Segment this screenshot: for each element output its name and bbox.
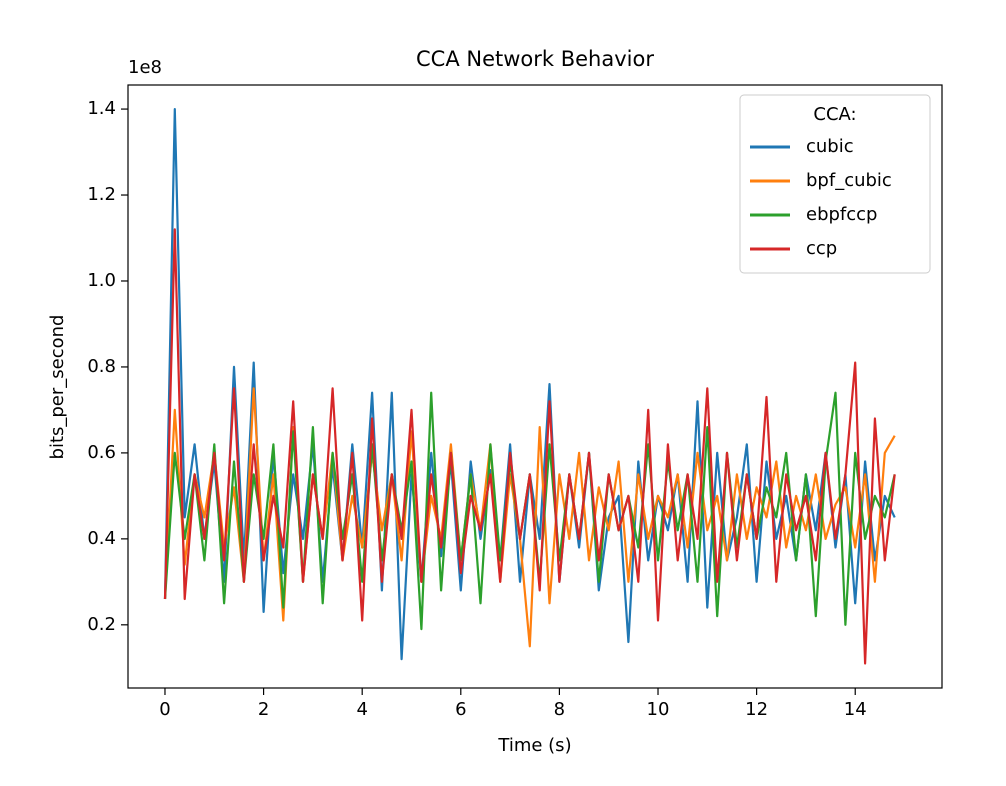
- x-tick-label: 14: [844, 699, 867, 720]
- x-tick-label: 10: [647, 699, 670, 720]
- x-axis-label: Time (s): [497, 735, 571, 756]
- legend-label: ccp: [806, 238, 837, 259]
- x-tick-label: 6: [455, 699, 466, 720]
- x-tick-label: 12: [745, 699, 768, 720]
- x-tick-label: 4: [356, 699, 367, 720]
- y-tick-label: 0.6: [87, 442, 116, 463]
- y-axis-label: bits_per_second: [47, 315, 68, 460]
- x-tick-label: 0: [159, 699, 170, 720]
- chart-title: CCA Network Behavior: [416, 47, 654, 71]
- legend-title: CCA:: [813, 104, 856, 125]
- legend-label: bpf_cubic: [806, 170, 892, 191]
- legend-box: [739, 94, 931, 274]
- plot-frame: [127, 84, 943, 689]
- x-tick-label: 8: [554, 699, 565, 720]
- y-tick-label: 0.2: [87, 614, 116, 635]
- y-tick-label: 0.8: [87, 356, 116, 377]
- x-tick-label: 2: [258, 699, 269, 720]
- legend-label: ebpfccp: [806, 204, 877, 225]
- y-tick-label: 1.2: [87, 184, 116, 205]
- y-offset-label: 1e8: [128, 57, 162, 78]
- y-tick-label: 1.0: [87, 270, 116, 291]
- data-line: [163, 391, 896, 631]
- data-line: [163, 387, 896, 648]
- y-tick-label: 0.4: [87, 528, 116, 549]
- data-line: [163, 228, 896, 665]
- legend-label: cubic: [806, 136, 854, 157]
- y-tick-label: 1.4: [87, 98, 116, 119]
